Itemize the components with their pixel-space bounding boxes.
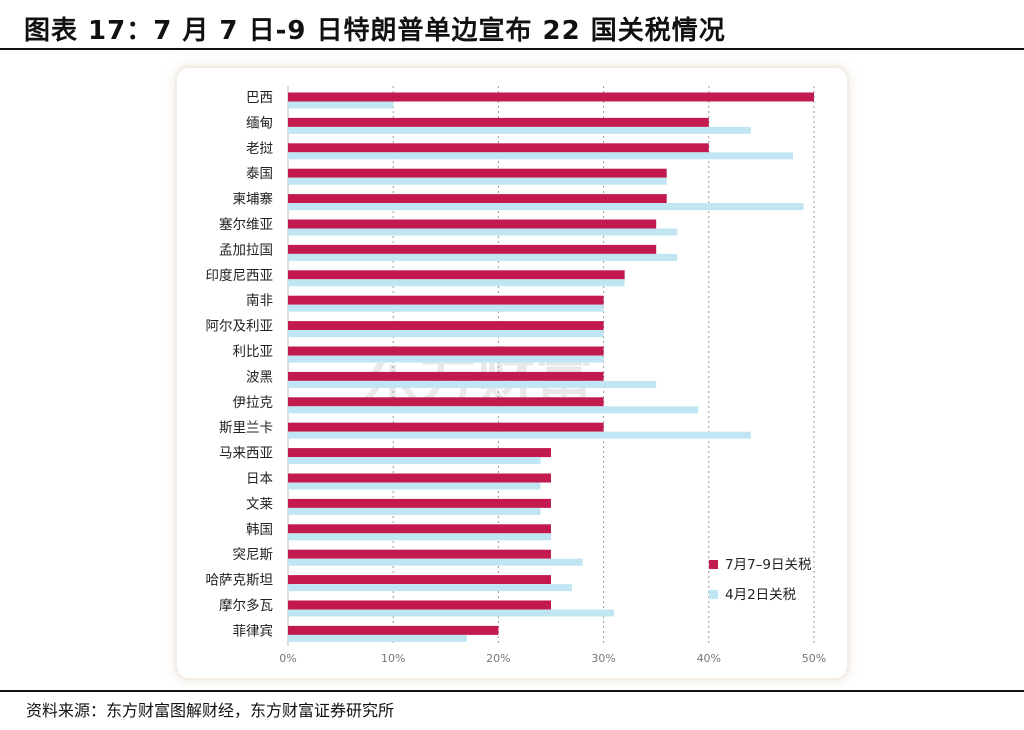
bar-april (288, 152, 793, 160)
category-label: 阿尔及利亚 (206, 319, 274, 335)
category-label: 南非 (246, 293, 273, 309)
category-label: 韩国 (246, 522, 273, 538)
bar-july (288, 498, 551, 508)
category-labels: 巴西缅甸老挝泰国柬埔寨塞尔维亚孟加拉国印度尼西亚南非阿尔及利亚利比亚波黑伊拉克斯… (206, 90, 274, 639)
bar-april (288, 482, 541, 490)
bar-july (288, 575, 551, 585)
bar-april (288, 101, 394, 109)
bar-july (288, 397, 604, 407)
bar-july (288, 422, 604, 432)
bar-july (288, 371, 604, 381)
legend-swatch-april (709, 590, 718, 599)
bar-july (288, 321, 604, 331)
category-label: 摩尔多瓦 (219, 597, 273, 614)
bar-july (288, 625, 499, 635)
bar-april (288, 533, 551, 541)
bar-july (288, 346, 604, 356)
bar-april (288, 355, 604, 363)
bar-july (288, 295, 604, 305)
bar-april (288, 203, 804, 211)
category-label: 巴西 (246, 90, 273, 106)
bar-april (288, 507, 541, 515)
category-label: 突尼斯 (233, 547, 274, 563)
bar-july (288, 194, 667, 204)
title-rule (0, 48, 1024, 50)
bar-april (288, 253, 678, 261)
bar-july (288, 473, 551, 483)
legend-label-july: 7月7–9日关税 (725, 557, 812, 573)
category-label: 孟加拉国 (219, 242, 273, 258)
bar-april (288, 431, 751, 439)
category-label: 塞尔维亚 (219, 216, 273, 233)
bar-july (288, 117, 709, 127)
legend: 7月7–9日关税 4月2日关税 (709, 557, 812, 603)
category-label: 菲律宾 (233, 623, 274, 639)
bar-april (288, 330, 604, 338)
bar-april (288, 304, 604, 312)
bar-april (288, 228, 678, 236)
category-label: 印度尼西亚 (206, 268, 274, 284)
category-label: 泰国 (246, 166, 273, 182)
category-label: 柬埔寨 (233, 191, 274, 208)
bar-april (288, 279, 625, 287)
legend-label-april: 4月2日关税 (725, 587, 797, 603)
category-label: 哈萨克斯坦 (206, 573, 274, 589)
footer-rule (0, 690, 1024, 692)
bar-july (288, 168, 667, 178)
bar-april (288, 380, 657, 388)
tariff-bar-chart: 东方财富 巴西缅甸老挝泰国柬埔寨塞尔维亚孟加拉国印度尼西亚南非阿尔及利亚利比亚波… (206, 86, 826, 665)
source-note: 资料来源：东方财富图解财经，东方财富证券研究所 (26, 701, 395, 720)
bar-july (288, 549, 551, 559)
bar-april (288, 457, 541, 465)
bar-july (288, 270, 625, 280)
category-label: 缅甸 (246, 115, 273, 131)
x-tick-label: 50% (802, 652, 826, 665)
bar-april (288, 584, 573, 592)
bar-april (288, 406, 699, 414)
bar-july (288, 143, 709, 153)
bar-april (288, 177, 667, 185)
x-tick-label: 20% (486, 652, 510, 665)
category-label: 伊拉克 (233, 395, 274, 411)
legend-swatch-july (709, 560, 718, 569)
x-tick-label: 0% (279, 652, 296, 665)
bar-april (288, 609, 615, 617)
bar-july (288, 219, 657, 229)
bar-july (288, 92, 814, 102)
bar-july (288, 244, 657, 254)
x-tick-label: 40% (697, 652, 721, 665)
bar-april (288, 558, 583, 566)
bar-july (288, 448, 551, 458)
figure-title: 图表 17：7 月 7 日-9 日特朗普单边宣布 22 国关税情况 (24, 16, 726, 46)
category-label: 波黑 (246, 369, 273, 385)
bar-april (288, 126, 751, 134)
category-label: 老挝 (246, 141, 273, 157)
bars (288, 92, 814, 642)
bar-july (288, 524, 551, 534)
x-axis-ticks: 0% 10% 20% 30% 40% 50% (279, 652, 826, 665)
bar-april (288, 634, 467, 642)
category-label: 文莱 (246, 496, 273, 512)
category-label: 日本 (246, 471, 273, 487)
x-tick-label: 10% (381, 652, 405, 665)
chart-panel: 东方财富 巴西缅甸老挝泰国柬埔寨塞尔维亚孟加拉国印度尼西亚南非阿尔及利亚利比亚波… (175, 66, 849, 680)
bar-july (288, 600, 551, 610)
category-label: 马来西亚 (219, 446, 273, 462)
category-label: 利比亚 (233, 344, 274, 360)
x-tick-label: 30% (591, 652, 615, 665)
category-label: 斯里兰卡 (219, 420, 273, 436)
